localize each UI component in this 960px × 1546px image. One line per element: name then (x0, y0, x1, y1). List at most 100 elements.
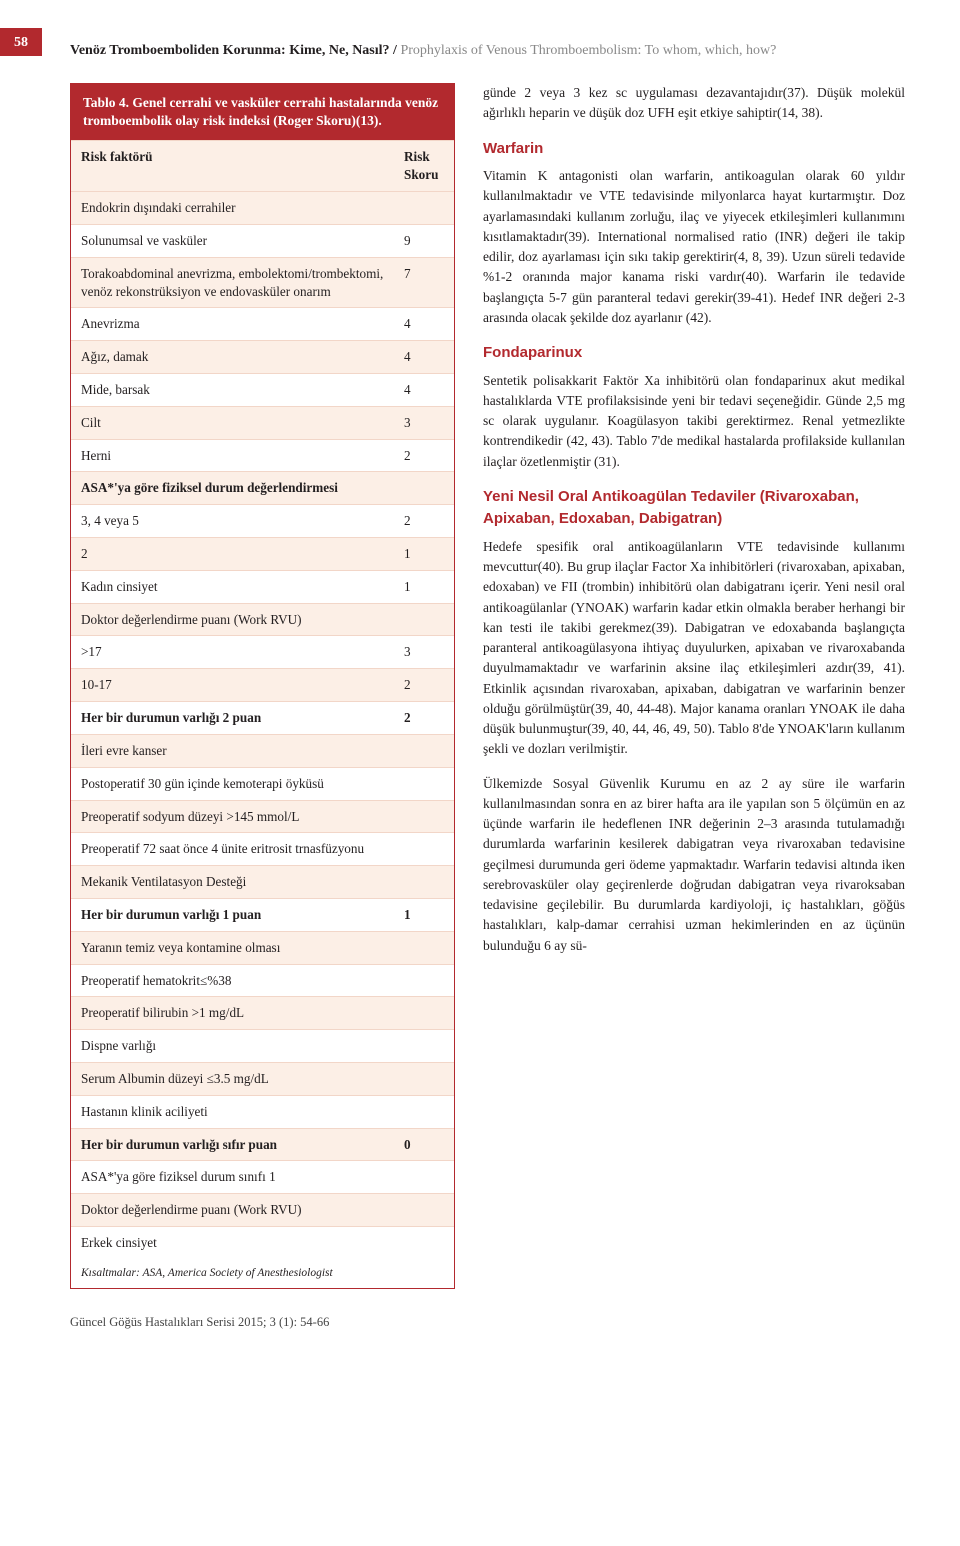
table-row: 3, 4 veya 52 (71, 505, 454, 538)
table-row: Cilt3 (71, 406, 454, 439)
table-cell-label: Endokrin dışındaki cerrahiler (71, 192, 394, 225)
table-row: Preoperatif sodyum düzeyi >145 mmol/L (71, 800, 454, 833)
table-cell-label: Yaranın temiz veya kontamine olması (71, 931, 394, 964)
table-row: Anevrizma4 (71, 308, 454, 341)
table-cell-score (394, 1227, 454, 1259)
closing-paragraph: Ülkemizde Sosyal Güvenlik Kurumu en az 2… (483, 774, 905, 956)
table-footnote: Kısaltmalar: ASA, America Society of Ane… (71, 1259, 454, 1288)
table-row: Ağız, damak4 (71, 341, 454, 374)
table-cell-label: Preoperatif hematokrit≤%38 (71, 964, 394, 997)
table-cell-label: Postoperatif 30 gün içinde kemoterapi öy… (71, 767, 394, 800)
table-cell-label: Dispne varlığı (71, 1030, 394, 1063)
table-cell-score: 2 (394, 439, 454, 472)
table-cell-label: Doktor değerlendirme puanı (Work RVU) (71, 1194, 394, 1227)
table-cell-score: 3 (394, 636, 454, 669)
table-row: Preoperatif hematokrit≤%38 (71, 964, 454, 997)
table-row: Postoperatif 30 gün içinde kemoterapi öy… (71, 767, 454, 800)
table-caption: Tablo 4. Genel cerrahi ve vasküler cerra… (71, 84, 454, 140)
table-cell-score (394, 800, 454, 833)
table-cell-label: Hastanın klinik aciliyeti (71, 1095, 394, 1128)
table-cell-label: Doktor değerlendirme puanı (Work RVU) (71, 603, 394, 636)
table-row: Torakoabdominal anevrizma, embolektomi/t… (71, 257, 454, 308)
table-cell-label: İleri evre kanser (71, 734, 394, 767)
table-cell-label: Erkek cinsiyet (71, 1227, 394, 1259)
table-cell-label: Her bir durumun varlığı sıfır puan (71, 1128, 394, 1161)
table-cell-score (394, 931, 454, 964)
table-cell-label: Preoperatif bilirubin >1 mg/dL (71, 997, 394, 1030)
table-cell-score: 2 (394, 505, 454, 538)
table-cell-score (394, 1194, 454, 1227)
page-footer: Güncel Göğüs Hastalıkları Serisi 2015; 3… (70, 1313, 905, 1332)
section-heading: Warfarin (483, 138, 905, 161)
table-cell-score: 3 (394, 406, 454, 439)
content-columns: Tablo 4. Genel cerrahi ve vasküler cerra… (70, 83, 905, 1289)
page: 58 Venöz Tromboemboliden Korunma: Kime, … (0, 0, 960, 1372)
table-cell-label: 3, 4 veya 5 (71, 505, 394, 538)
table-cell-score: 4 (394, 308, 454, 341)
table-cell-score: 1 (394, 898, 454, 931)
table-cell-label: ASA*'ya göre fiziksel durum sınıfı 1 (71, 1161, 394, 1194)
table-cell-label: Herni (71, 439, 394, 472)
running-header: Venöz Tromboemboliden Korunma: Kime, Ne,… (70, 40, 905, 61)
table-cell-score: 9 (394, 224, 454, 257)
intro-paragraph: günde 2 veya 3 kez sc uygulaması dezavan… (483, 83, 905, 124)
table-cell-label: Her bir durumun varlığı 2 puan (71, 702, 394, 735)
table-cell-label: Mekanik Ventilatasyon Desteği (71, 866, 394, 899)
table-cell-label: Ağız, damak (71, 341, 394, 374)
table-cell-label: ASA*'ya göre fiziksel durum değerlendirm… (71, 472, 394, 505)
table-cell-label: >17 (71, 636, 394, 669)
table-row: Hastanın klinik aciliyeti (71, 1095, 454, 1128)
table-row: Mekanik Ventilatasyon Desteği (71, 866, 454, 899)
table-cell-score (394, 1161, 454, 1194)
table-cell-label: Anevrizma (71, 308, 394, 341)
table-cell-label: Her bir durumun varlığı 1 puan (71, 898, 394, 931)
table-row: Dispne varlığı (71, 1030, 454, 1063)
table-cell-score: 1 (394, 570, 454, 603)
table-cell-score: 0 (394, 1128, 454, 1161)
table-row: 10-172 (71, 669, 454, 702)
table-row: Solunumsal ve vasküler9 (71, 224, 454, 257)
table-cell-score (394, 1095, 454, 1128)
table-row: >173 (71, 636, 454, 669)
table-header-right: Risk Skoru (394, 141, 454, 192)
table-cell-score: 2 (394, 702, 454, 735)
right-column: günde 2 veya 3 kez sc uygulaması dezavan… (483, 83, 905, 1289)
section-heading: Yeni Nesil Oral Antikoagülan Tedaviler (… (483, 486, 905, 531)
table-cell-score: 7 (394, 257, 454, 308)
table-cell-label: 10-17 (71, 669, 394, 702)
table-row: ASA*'ya göre fiziksel durum sınıfı 1 (71, 1161, 454, 1194)
table-row: Her bir durumun varlığı 2 puan2 (71, 702, 454, 735)
page-number: 58 (14, 32, 28, 53)
table-cell-score (394, 964, 454, 997)
table-cell-label: 2 (71, 538, 394, 571)
table-cell-score: 4 (394, 373, 454, 406)
table-cell-label: Solunumsal ve vasküler (71, 224, 394, 257)
table-cell-score (394, 767, 454, 800)
table-cell-score (394, 866, 454, 899)
table-header-row: Risk faktörü Risk Skoru (71, 141, 454, 192)
page-number-tab: 58 (0, 28, 42, 56)
section-body: Vitamin K antagonisti olan warfarin, ant… (483, 166, 905, 328)
table-cell-score (394, 603, 454, 636)
table-row: Erkek cinsiyet (71, 1227, 454, 1259)
section-body: Sentetik polisakkarit Faktör Xa inhibitö… (483, 371, 905, 472)
table-header-left: Risk faktörü (71, 141, 394, 192)
section-body: Hedefe spesifik oral antikoagülanların V… (483, 537, 905, 760)
table-row: Yaranın temiz veya kontamine olması (71, 931, 454, 964)
table-cell-score (394, 472, 454, 505)
table-cell-score (394, 833, 454, 866)
table-row: Herni2 (71, 439, 454, 472)
table-cell-label: Kadın cinsiyet (71, 570, 394, 603)
table-cell-score: 2 (394, 669, 454, 702)
table-row: Doktor değerlendirme puanı (Work RVU) (71, 603, 454, 636)
table-row: ASA*'ya göre fiziksel durum değerlendirm… (71, 472, 454, 505)
table-cell-score: 1 (394, 538, 454, 571)
table-cell-score (394, 997, 454, 1030)
table-row: Preoperatif bilirubin >1 mg/dL (71, 997, 454, 1030)
table-row: Serum Albumin düzeyi ≤3.5 mg/dL (71, 1063, 454, 1096)
table-cell-score (394, 192, 454, 225)
header-title-light: Prophylaxis of Venous Thromboembolism: T… (400, 43, 776, 58)
table-row: İleri evre kanser (71, 734, 454, 767)
table-cell-label: Serum Albumin düzeyi ≤3.5 mg/dL (71, 1063, 394, 1096)
risk-table: Tablo 4. Genel cerrahi ve vasküler cerra… (70, 83, 455, 1289)
